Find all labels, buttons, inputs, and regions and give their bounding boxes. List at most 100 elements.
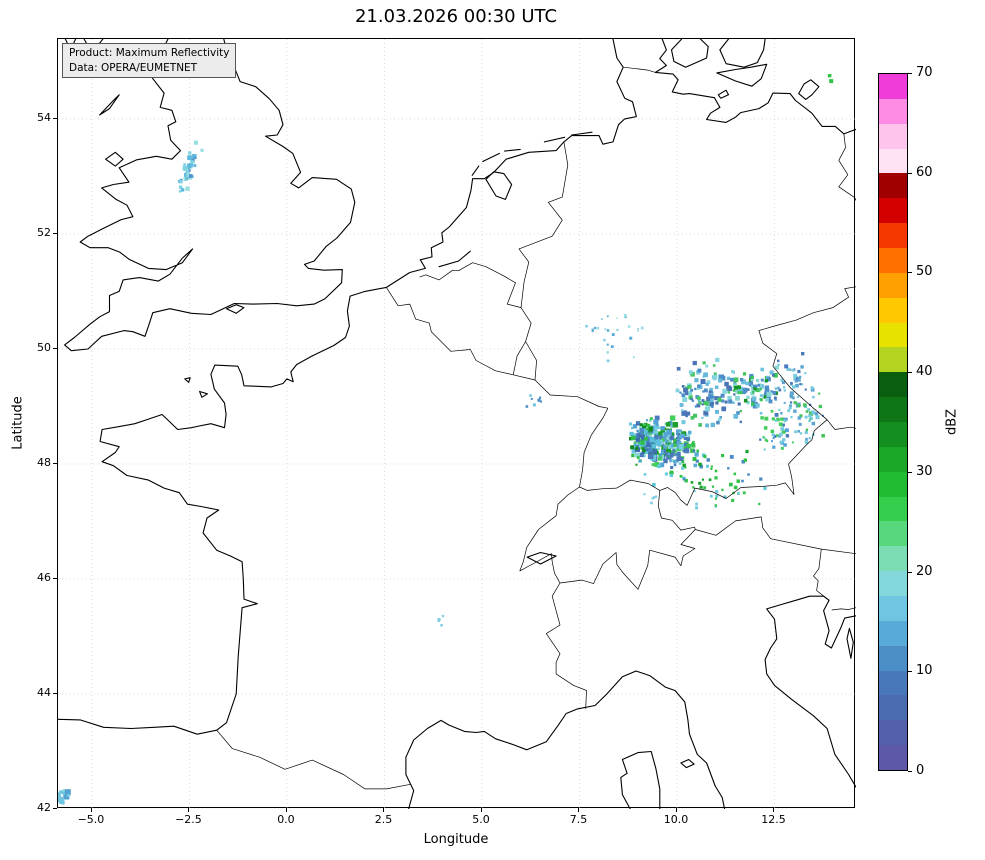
colorbar-tick-mark: [908, 272, 912, 274]
product-annotation-box: Product: Maximum Reflectivity Data: OPER…: [62, 43, 237, 79]
radar-echo-pixel: [683, 442, 688, 447]
radar-echo-pixel: [693, 413, 698, 418]
radar-echo-pixel: [669, 473, 673, 478]
radar-echo-pixel: [192, 156, 195, 159]
radar-echo-pixel: [709, 399, 714, 403]
radar-echo-pixel: [628, 422, 632, 426]
radar-echo-pixel: [669, 459, 672, 463]
radar-echo-pixel: [650, 501, 653, 505]
radar-echo-pixel: [726, 376, 731, 380]
colorbar-tick-mark: [908, 671, 912, 673]
radar-echo-pixel: [727, 395, 732, 401]
radar-echo-pixel: [192, 161, 195, 164]
y-tick-label: 48: [37, 455, 51, 469]
x-tick-label: −5.0: [77, 813, 105, 826]
radar-echo-pixel: [776, 417, 780, 422]
coastline: [105, 151, 124, 167]
radar-echo-pixel: [667, 442, 671, 446]
coastline: [482, 152, 501, 163]
radar-echo-pixel: [640, 326, 644, 330]
radar-echo-pixel: [759, 412, 763, 415]
radar-echo-pixel: [657, 447, 660, 450]
radar-echo-pixel: [770, 429, 774, 433]
radar-echo-pixel: [743, 398, 748, 403]
radar-echo-pixel: [713, 372, 717, 376]
country-border: [419, 262, 522, 308]
radar-echo-pixel: [667, 452, 670, 455]
radar-echo-pixel: [711, 392, 714, 396]
radar-echo-pixel: [441, 614, 445, 618]
radar-echo-pixel: [791, 368, 795, 372]
radar-echo-pixel: [827, 74, 832, 78]
colorbar-segment: [879, 645, 907, 671]
radar-echo-pixel: [58, 792, 61, 798]
radar-echo-pixel: [635, 463, 638, 466]
radar-echo-pixel: [764, 416, 769, 421]
radar-echo-pixel: [670, 455, 674, 458]
radar-echo-pixel: [737, 492, 740, 495]
radar-echo-pixel: [763, 486, 767, 491]
radar-echo-pixel: [720, 375, 726, 381]
radar-echo-pixel: [722, 388, 728, 394]
radar-echo-pixel: [671, 459, 675, 462]
radar-echo-pixel: [631, 435, 636, 441]
radar-echo-pixel: [193, 156, 197, 160]
radar-echo-pixel: [657, 464, 661, 469]
radar-echo-pixel: [630, 445, 634, 450]
colorbar-segment: [879, 198, 907, 224]
radar-echo-pixel: [746, 400, 750, 405]
radar-echo-pixel: [695, 506, 698, 510]
radar-echo-pixel: [715, 401, 719, 405]
radar-echo-pixel: [789, 404, 792, 408]
radar-echo-pixel: [720, 393, 725, 398]
radar-echo-pixel: [741, 460, 745, 464]
annotation-source-line: Data: OPERA/EUMETNET: [69, 61, 198, 74]
radar-echo-pixel: [724, 400, 728, 404]
radar-echo-pixel: [649, 437, 655, 442]
radar-echo-pixel: [690, 372, 695, 377]
colorbar-segment: [879, 471, 907, 497]
radar-echo-pixel: [193, 140, 198, 145]
radar-echo-pixel: [756, 379, 760, 383]
colorbar-tick-mark: [908, 372, 912, 374]
radar-echo-pixel: [681, 420, 686, 425]
radar-echo-pixel: [798, 422, 802, 426]
country-border: [657, 490, 673, 521]
coastline: [798, 79, 820, 100]
radar-echo-pixel: [797, 404, 801, 408]
radar-echo-pixel: [666, 429, 672, 436]
radar-echo-pixel: [692, 486, 695, 489]
radar-echo-pixel: [604, 328, 607, 331]
radar-echo-pixel: [778, 422, 783, 427]
radar-echo-pixel: [733, 385, 738, 390]
colorbar-segment: [879, 620, 907, 646]
radar-echo-pixel: [62, 791, 66, 795]
radar-echo-pixel: [766, 395, 771, 400]
radar-echo-pixel: [691, 399, 695, 402]
radar-echo-pixel: [764, 389, 770, 394]
radar-echo-pixel: [629, 336, 633, 340]
radar-echo-pixel: [639, 423, 643, 427]
radar-echo-pixel: [663, 458, 668, 464]
radar-echo-pixel: [683, 446, 687, 449]
coastline: [99, 94, 120, 116]
radar-echo-pixel: [698, 423, 702, 427]
radar-echo-pixel: [779, 440, 783, 444]
radar-echo-pixel: [810, 386, 814, 390]
radar-echo-pixel: [788, 406, 792, 410]
radar-echo-pixel: [692, 457, 697, 461]
radar-echo-pixel: [721, 454, 725, 458]
radar-echo-pixel: [657, 456, 662, 461]
radar-echo-pixel: [805, 428, 809, 431]
radar-echo-pixel: [673, 460, 677, 464]
radar-echo-pixel: [774, 413, 779, 417]
radar-echo-pixel: [665, 422, 671, 427]
radar-echo-pixel: [641, 435, 646, 440]
y-tick-mark: [53, 808, 57, 809]
radar-echo-pixel: [644, 431, 647, 435]
radar-echo-pixel: [666, 448, 671, 454]
radar-echo-pixel: [632, 424, 638, 429]
radar-echo-pixel: [648, 434, 653, 439]
radar-echo-pixel: [537, 398, 541, 402]
radar-echo-pixel: [183, 163, 186, 166]
